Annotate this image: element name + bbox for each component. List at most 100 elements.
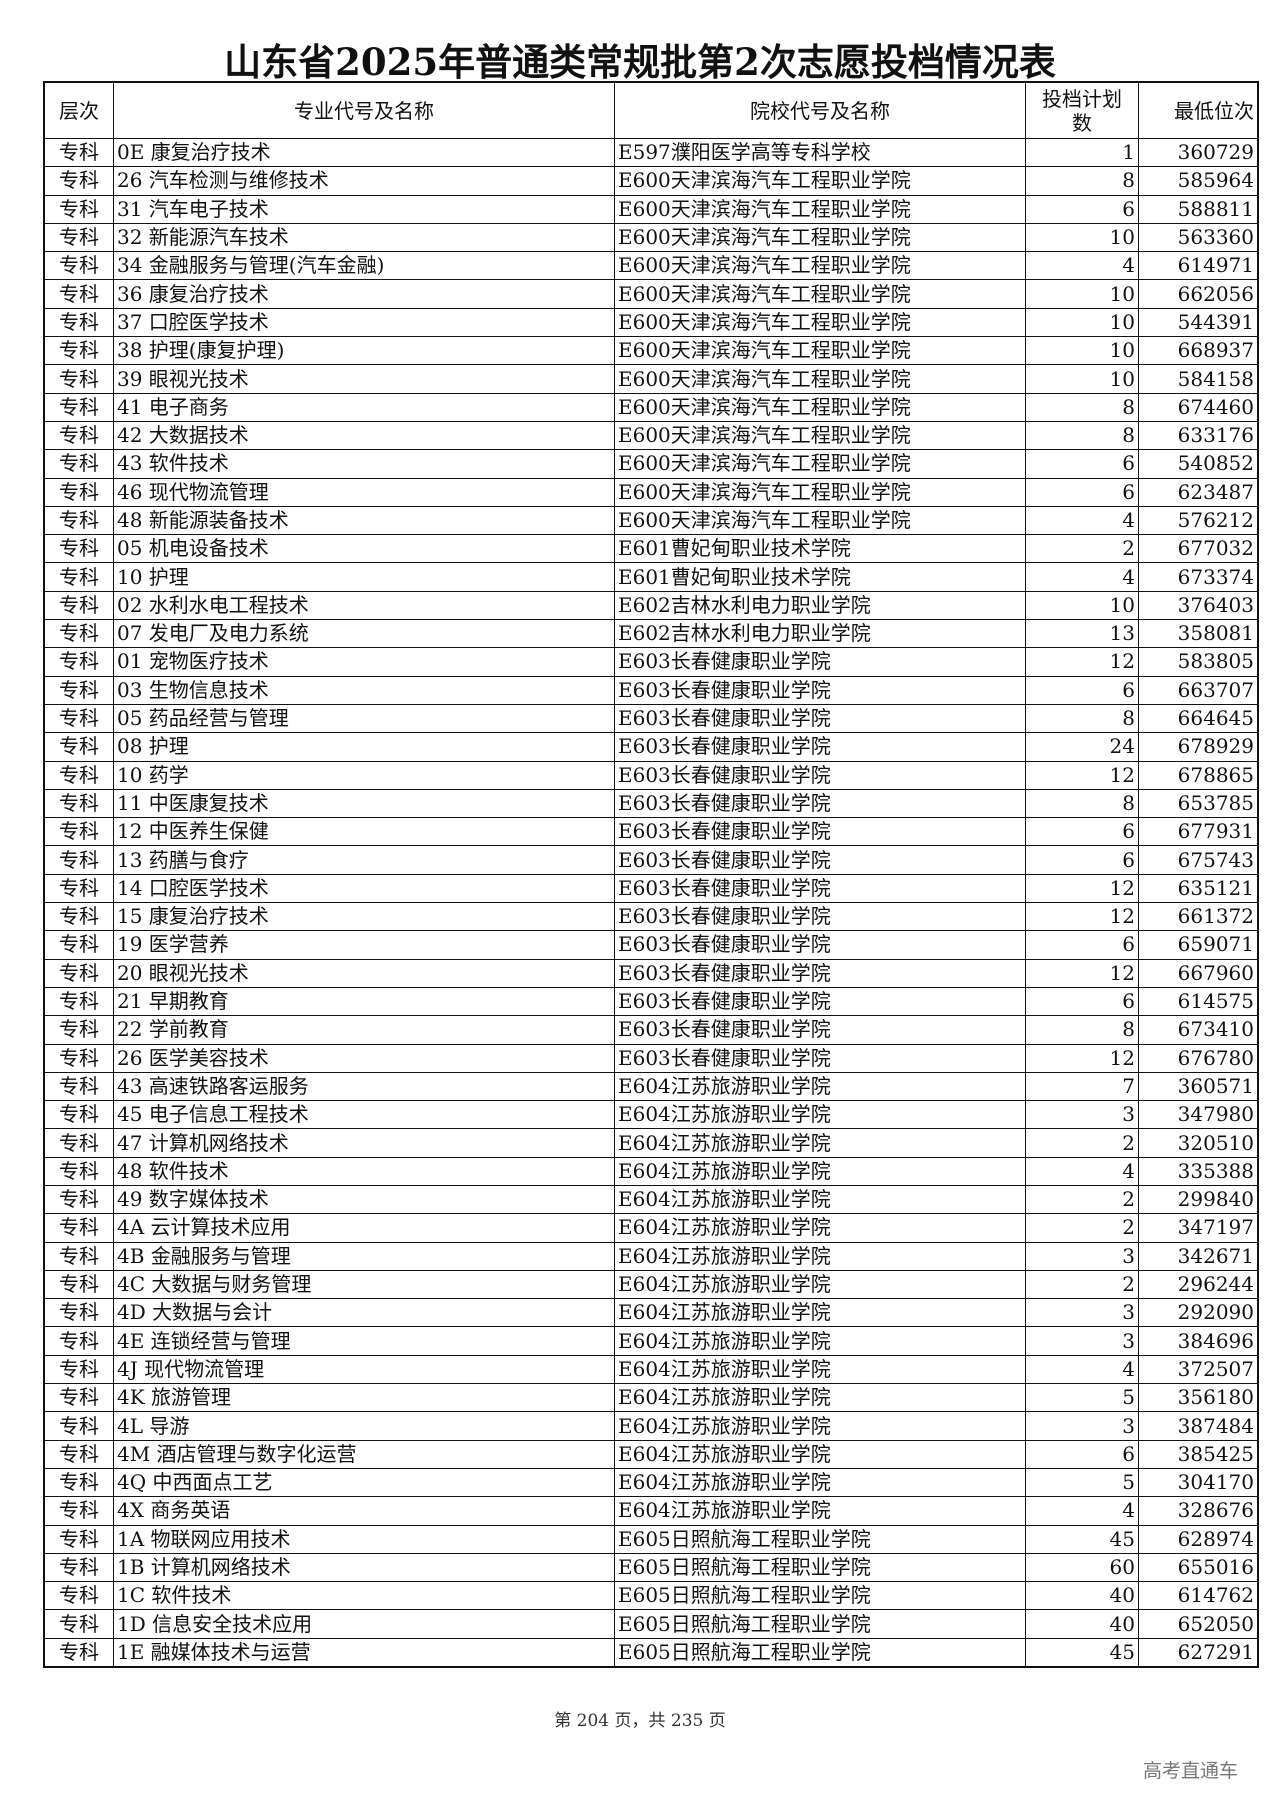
- level-cell: 专科: [43, 1383, 114, 1413]
- school-cell: E603长春健康职业学院: [614, 788, 1026, 819]
- plan-count-cell: 4: [1025, 562, 1139, 592]
- level-cell: 专科: [43, 703, 114, 734]
- min-rank-cell: 635121: [1138, 873, 1259, 904]
- min-rank-cell: 347980: [1138, 1100, 1259, 1130]
- level-cell: 专科: [43, 534, 114, 564]
- school-cell: E603长春健康职业学院: [614, 845, 1026, 875]
- major-cell: 36 康复治疗技术: [113, 279, 615, 309]
- level-cell: 专科: [43, 873, 114, 904]
- level-cell: 专科: [43, 675, 114, 705]
- school-cell: E603长春健康职业学院: [614, 958, 1026, 988]
- min-rank-cell: 387484: [1138, 1411, 1259, 1441]
- major-cell: 07 发电厂及电力系统: [113, 619, 615, 649]
- header-major: 专业代号及名称: [113, 81, 615, 139]
- major-cell: 1C 软件技术: [113, 1581, 615, 1611]
- school-cell: E605日照航海工程职业学院: [614, 1581, 1026, 1611]
- table-row: 专科 31 汽车电子技术 E600天津滨海汽车工程职业学院 6 588811: [43, 194, 1259, 224]
- plan-count-cell: 4: [1025, 1156, 1139, 1186]
- level-cell: 专科: [43, 137, 114, 168]
- table-row: 专科 19 医学营养 E603长春健康职业学院 6 659071: [43, 930, 1259, 960]
- table-row: 专科 14 口腔医学技术 E603长春健康职业学院 12 635121: [43, 873, 1259, 904]
- major-cell: 1D 信息安全技术应用: [113, 1609, 615, 1639]
- plan-count-cell: 3: [1025, 1241, 1139, 1271]
- min-rank-cell: 652050: [1138, 1609, 1259, 1639]
- level-cell: 专科: [43, 392, 114, 422]
- min-rank-cell: 588811: [1138, 194, 1259, 224]
- min-rank-cell: 299840: [1138, 1184, 1259, 1215]
- level-cell: 专科: [43, 251, 114, 281]
- table-row: 专科 12 中医养生保健 E603长春健康职业学院 6 677931: [43, 817, 1259, 847]
- table-row: 专科 10 护理 E601曹妃甸职业技术学院 4 673374: [43, 562, 1259, 592]
- table-row: 专科 08 护理 E603长春健康职业学院 24 678929: [43, 732, 1259, 762]
- level-cell: 专科: [43, 1100, 114, 1130]
- school-cell: E600天津滨海汽车工程职业学院: [614, 449, 1026, 479]
- school-cell: E603长春健康职业学院: [614, 930, 1026, 960]
- level-cell: 专科: [43, 958, 114, 988]
- plan-count-cell: 5: [1025, 1383, 1139, 1413]
- plan-count-cell: 3: [1025, 1100, 1139, 1130]
- level-cell: 专科: [43, 1184, 114, 1215]
- min-rank-cell: 585964: [1138, 166, 1259, 196]
- school-cell: E600天津滨海汽车工程职业学院: [614, 420, 1026, 451]
- school-cell: E603长春健康职业学院: [614, 760, 1026, 790]
- plan-count-cell: 6: [1025, 477, 1139, 507]
- school-cell: E604江苏旅游职业学院: [614, 1241, 1026, 1271]
- table-row: 专科 49 数字媒体技术 E604江苏旅游职业学院 2 299840: [43, 1184, 1259, 1215]
- school-cell: E601曹妃甸职业技术学院: [614, 534, 1026, 564]
- plan-count-cell: 4: [1025, 251, 1139, 281]
- school-cell: E604江苏旅游职业学院: [614, 1467, 1026, 1498]
- major-cell: 1B 计算机网络技术: [113, 1552, 615, 1583]
- min-rank-cell: 673410: [1138, 1015, 1259, 1045]
- plan-count-cell: 6: [1025, 675, 1139, 705]
- school-cell: E603长春健康职业学院: [614, 986, 1026, 1017]
- level-cell: 专科: [43, 1298, 114, 1328]
- school-cell: E604江苏旅游职业学院: [614, 1298, 1026, 1328]
- table-row: 专科 45 电子信息工程技术 E604江苏旅游职业学院 3 347980: [43, 1100, 1259, 1130]
- school-cell: E600天津滨海汽车工程职业学院: [614, 392, 1026, 422]
- level-cell: 专科: [43, 1637, 114, 1668]
- min-rank-cell: 627291: [1138, 1637, 1259, 1668]
- plan-count-cell: 12: [1025, 1043, 1139, 1073]
- school-cell: E597濮阳医学高等专科学校: [614, 137, 1026, 168]
- table-row: 专科 02 水利水电工程技术 E602吉林水利电力职业学院 10 376403: [43, 590, 1259, 621]
- min-rank-cell: 663707: [1138, 675, 1259, 705]
- level-cell: 专科: [43, 1269, 114, 1300]
- min-rank-cell: 583805: [1138, 647, 1259, 677]
- header-level: 层次: [43, 81, 114, 139]
- level-cell: 专科: [43, 505, 114, 536]
- major-cell: 10 护理: [113, 562, 615, 592]
- level-cell: 专科: [43, 1241, 114, 1271]
- level-cell: 专科: [43, 562, 114, 592]
- min-rank-cell: 674460: [1138, 392, 1259, 422]
- plan-count-cell: 8: [1025, 788, 1139, 819]
- table-row: 专科 4J 现代物流管理 E604江苏旅游职业学院 4 372507: [43, 1354, 1259, 1385]
- level-cell: 专科: [43, 590, 114, 621]
- table-row: 专科 4M 酒店管理与数字化运营 E604江苏旅游职业学院 6 385425: [43, 1439, 1259, 1469]
- major-cell: 05 机电设备技术: [113, 534, 615, 564]
- plan-count-cell: 10: [1025, 590, 1139, 621]
- major-cell: 19 医学营养: [113, 930, 615, 960]
- min-rank-cell: 563360: [1138, 222, 1259, 253]
- table-row: 专科 41 电子商务 E600天津滨海汽车工程职业学院 8 674460: [43, 392, 1259, 422]
- table-row: 专科 1D 信息安全技术应用 E605日照航海工程职业学院 40 652050: [43, 1609, 1259, 1639]
- min-rank-cell: 544391: [1138, 307, 1259, 338]
- school-cell: E600天津滨海汽车工程职业学院: [614, 505, 1026, 536]
- level-cell: 专科: [43, 1128, 114, 1158]
- plan-count-cell: 3: [1025, 1411, 1139, 1441]
- school-cell: E604江苏旅游职业学院: [614, 1071, 1026, 1102]
- plan-count-cell: 6: [1025, 930, 1139, 960]
- major-cell: 08 护理: [113, 732, 615, 762]
- table-row: 专科 47 计算机网络技术 E604江苏旅游职业学院 2 320510: [43, 1128, 1259, 1158]
- min-rank-cell: 667960: [1138, 958, 1259, 988]
- table-row: 专科 43 高速铁路客运服务 E604江苏旅游职业学院 7 360571: [43, 1071, 1259, 1102]
- min-rank-cell: 614971: [1138, 251, 1259, 281]
- school-cell: E603长春健康职业学院: [614, 902, 1026, 932]
- table-row: 专科 4L 导游 E604江苏旅游职业学院 3 387484: [43, 1411, 1259, 1441]
- major-cell: 43 软件技术: [113, 449, 615, 479]
- min-rank-cell: 677931: [1138, 817, 1259, 847]
- table-row: 专科 34 金融服务与管理(汽车金融) E600天津滨海汽车工程职业学院 4 61497…: [43, 251, 1259, 281]
- table-row: 专科 0E 康复治疗技术 E597濮阳医学高等专科学校 1 360729: [43, 137, 1259, 168]
- table-row: 专科 01 宠物医疗技术 E603长春健康职业学院 12 583805: [43, 647, 1259, 677]
- school-cell: E604江苏旅游职业学院: [614, 1439, 1026, 1469]
- major-cell: 43 高速铁路客运服务: [113, 1071, 615, 1102]
